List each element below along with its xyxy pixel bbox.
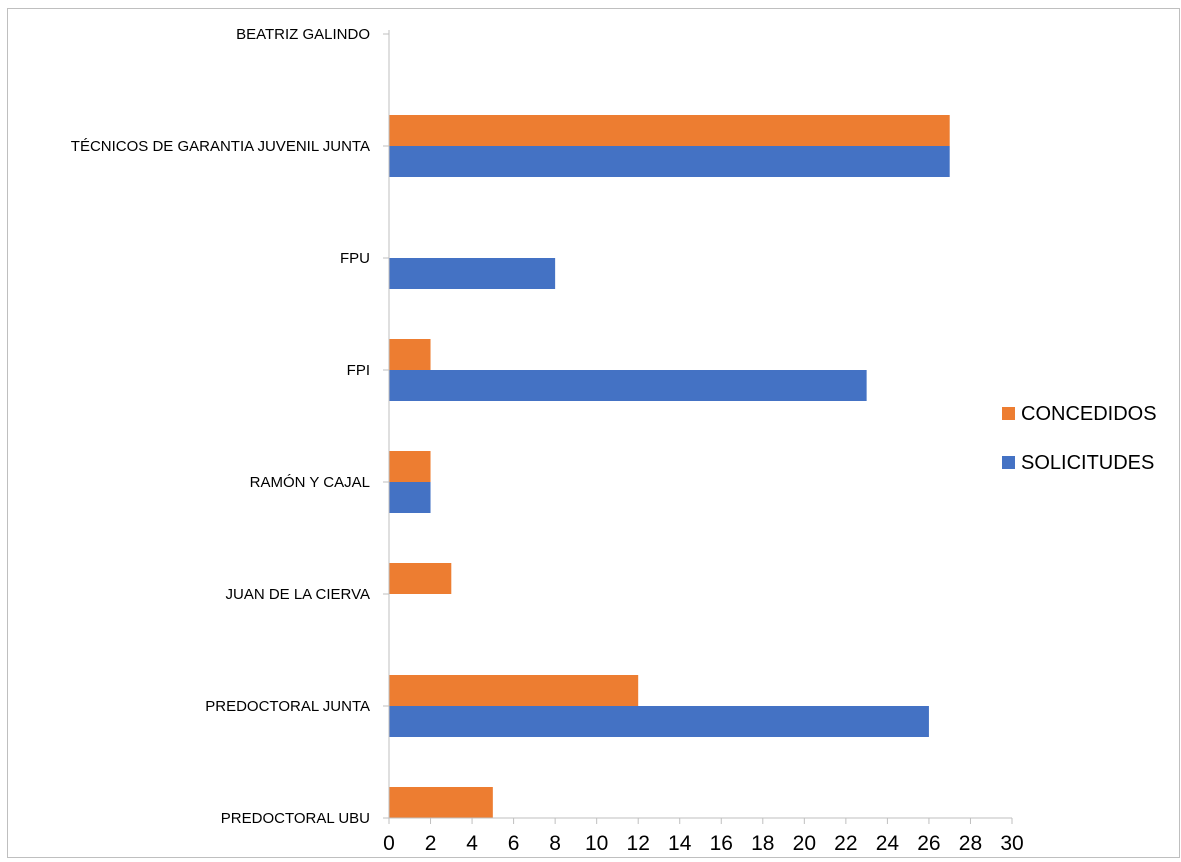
bar-solicitudes xyxy=(389,482,431,513)
x-tick-label: 10 xyxy=(585,832,608,855)
x-tick-label: 28 xyxy=(959,832,982,855)
labels-layer: PREDOCTORAL UBU PREDOCTORAL JUNTA JUAN DE … xyxy=(71,26,1024,855)
x-tick-label: 16 xyxy=(710,832,733,855)
category-label: FPU xyxy=(340,250,370,267)
x-tick-label: 12 xyxy=(627,832,650,855)
x-tick-label: 8 xyxy=(549,832,561,855)
x-tick-label: 20 xyxy=(793,832,816,855)
bar-concedidos xyxy=(389,115,950,146)
x-tick-label: 26 xyxy=(917,832,940,855)
legend-swatch-concedidos xyxy=(1002,407,1015,420)
bar-concedidos xyxy=(389,787,493,818)
bar-solicitudes xyxy=(389,258,556,289)
category-label: TÉCNICOS DE GARANTIA JUVENIL JUNTA xyxy=(71,138,370,155)
category-label: JUAN DE LA CIERVA xyxy=(226,586,371,603)
bars-layer xyxy=(389,115,950,818)
x-tick-label: 18 xyxy=(751,832,774,855)
bar-solicitudes xyxy=(389,370,867,401)
x-tick-label: 30 xyxy=(1000,832,1023,855)
category-label: RAMÓN Y CAJAL xyxy=(250,474,370,491)
legend-swatch-solicitudes xyxy=(1002,456,1015,469)
category-label: FPI xyxy=(347,362,370,379)
category-label: BEATRIZ GALINDO xyxy=(236,26,370,43)
axis-layer xyxy=(383,30,1013,824)
bar-solicitudes xyxy=(389,146,950,177)
legend-label-solicitudes: SOLICITUDES xyxy=(1021,452,1154,474)
category-label: PREDOCTORAL UBU xyxy=(221,810,370,827)
legend-label-concedidos: CONCEDIDOS xyxy=(1021,403,1157,425)
chart-frame xyxy=(7,8,1180,858)
x-tick-label: 14 xyxy=(668,832,692,855)
legend: CONCEDIDOS SOLICITUDES xyxy=(1002,403,1157,474)
x-tick-label: 2 xyxy=(425,832,437,855)
bar-concedidos xyxy=(389,451,431,482)
x-tick-label: 22 xyxy=(834,832,857,855)
bar-concedidos xyxy=(389,339,431,370)
x-tick-label: 0 xyxy=(383,832,395,855)
x-tick-label: 4 xyxy=(466,832,478,855)
bar-concedidos xyxy=(389,563,452,594)
bar-solicitudes xyxy=(389,706,929,737)
x-tick-label: 24 xyxy=(876,832,900,855)
category-label: PREDOCTORAL JUNTA xyxy=(205,698,370,715)
x-tick-label: 6 xyxy=(508,832,520,855)
bar-concedidos xyxy=(389,675,639,706)
